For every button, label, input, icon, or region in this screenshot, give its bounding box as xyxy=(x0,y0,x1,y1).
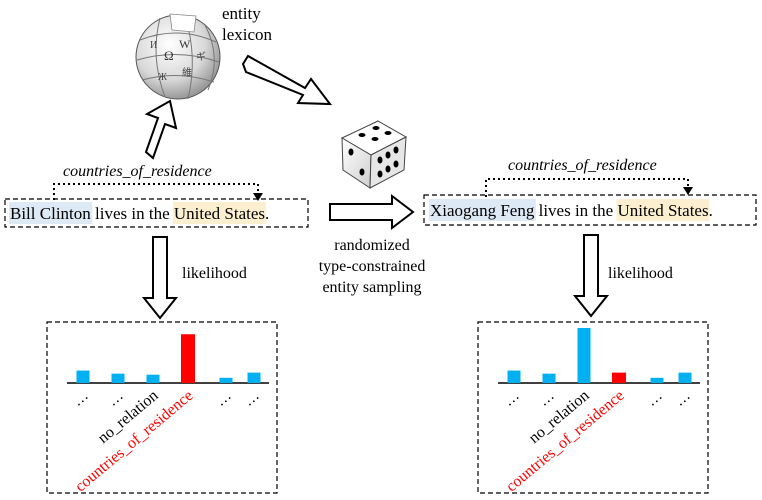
logo-glyph-zhe: Ж xyxy=(158,72,167,83)
chart-bar xyxy=(678,372,692,383)
ellipsis-tick-label: … xyxy=(213,388,235,410)
likelihood-chart-right: … …no_relationcountries_of_residence…… xyxy=(498,328,700,495)
relation-label-original: countries_of_residence xyxy=(63,163,212,180)
arrow-lexicon-to-die xyxy=(241,54,333,106)
logo-glyph-w: W xyxy=(179,37,191,51)
sampling-label-line1: randomized xyxy=(334,237,410,254)
chart-bar xyxy=(181,334,195,383)
generated-subject-entity: Xiaogang Feng xyxy=(430,201,535,220)
object-highlight-original xyxy=(172,202,267,224)
ellipsis-tick-label: … xyxy=(644,388,666,410)
chart-bar xyxy=(219,377,233,383)
likelihood-label-right: likelihood xyxy=(608,265,673,282)
ellipsis-tick-label: … xyxy=(536,388,558,410)
subject-highlight-original xyxy=(9,202,93,224)
lexicon-label-line1: entity xyxy=(222,4,261,23)
relation-link-original xyxy=(53,183,259,200)
ellipsis-tick-label: … xyxy=(501,388,523,410)
generated-sentence-box xyxy=(423,194,757,226)
chart-bar xyxy=(146,374,160,383)
original-sentence-box xyxy=(4,198,309,228)
relation-label-generated: countries_of_residence xyxy=(508,157,657,174)
relation-link-generated xyxy=(485,178,689,197)
ellipsis-tick-label: … xyxy=(70,388,92,410)
generated-sentence-middle: lives in the xyxy=(534,201,617,220)
chart-bar xyxy=(111,373,125,383)
chart-bar xyxy=(650,377,664,383)
chart-bar xyxy=(507,370,521,383)
arrow-likelihood-right xyxy=(572,234,610,318)
likelihood-label-left: likelihood xyxy=(182,265,247,282)
wikipedia-globe-icon: Ω W И ギ 維 Ж xyxy=(135,13,221,100)
sampling-label-line3: entity sampling xyxy=(322,279,421,296)
logo-glyph-hanzi: 維 xyxy=(182,66,192,79)
chart-bar xyxy=(577,328,591,383)
logo-glyph-katakana: ギ xyxy=(196,51,206,63)
object-highlight-generated xyxy=(616,199,710,221)
lexicon-label-line2: lexicon xyxy=(222,25,273,44)
original-sentence-end: . xyxy=(265,204,269,223)
logo-glyph-cyrillic: И xyxy=(150,40,157,51)
ellipsis-tick-label: … xyxy=(241,388,263,410)
chart-bar xyxy=(76,370,90,383)
sampling-label-line2: type-constrained xyxy=(319,258,426,275)
chart-frame-left xyxy=(46,321,278,494)
subject-highlight-generated xyxy=(429,199,536,221)
chart-bar xyxy=(612,372,626,383)
ellipsis-tick-label: … xyxy=(105,388,127,410)
generated-object-entity: United States xyxy=(617,201,708,220)
generated-sentence: Xiaogang Feng lives in the United States… xyxy=(430,201,713,220)
dice-icon xyxy=(340,120,408,189)
arrow-to-generated-sentence xyxy=(329,193,415,231)
logo-glyph-omega: Ω xyxy=(164,48,174,63)
chart-bar xyxy=(247,372,261,383)
chart-bar xyxy=(542,373,556,383)
original-object-entity: United States xyxy=(174,204,265,223)
original-subject-entity: Bill Clinton xyxy=(10,204,91,223)
ellipsis-tick-label: … xyxy=(672,388,694,410)
likelihood-chart-left: … …no_relationcountries_of_residence…… xyxy=(67,334,269,495)
arrow-to-lexicon xyxy=(144,99,178,160)
arrow-likelihood-left xyxy=(141,236,179,320)
original-sentence: Bill Clinton lives in the United States. xyxy=(10,204,269,223)
original-sentence-middle: lives in the xyxy=(91,204,174,223)
chart-frame-right xyxy=(477,321,709,494)
generated-sentence-end: . xyxy=(709,201,713,220)
